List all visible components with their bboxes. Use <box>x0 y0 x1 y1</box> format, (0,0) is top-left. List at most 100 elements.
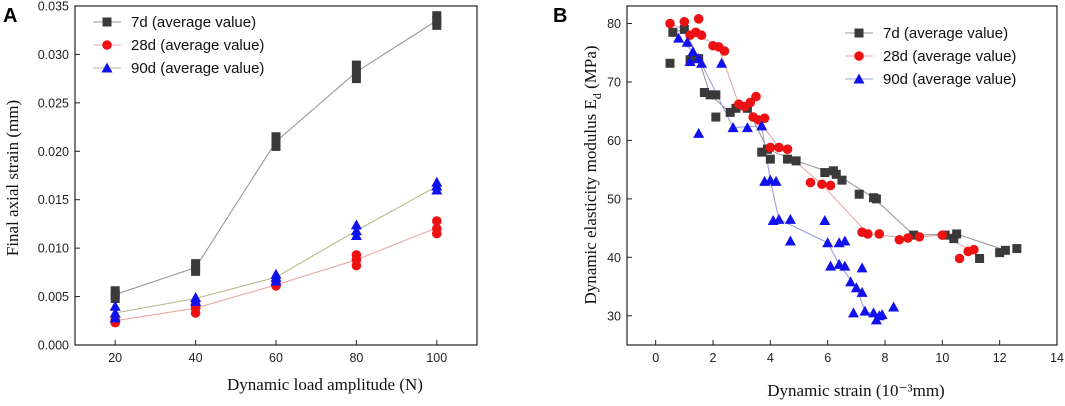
data-point-7d <box>1000 245 1010 255</box>
data-point-90d <box>741 122 753 133</box>
panel-a-chart: A 20 40 60 80 100 0.000 0.005 0.010 0.015 0.020 0.… <box>3 0 478 394</box>
panel-b-y-axis-title-subscript: d <box>590 93 604 99</box>
data-point-90d <box>784 213 796 224</box>
data-point-90d <box>856 262 868 273</box>
y-tick-label: 40 <box>607 251 621 265</box>
data-point-7d <box>432 16 442 26</box>
data-point-7d <box>711 90 721 100</box>
data-point-28d <box>759 113 770 124</box>
x-tick-label: 40 <box>189 351 203 365</box>
data-point-28d <box>863 229 873 239</box>
x-tick-label: 100 <box>426 351 447 365</box>
legend-label: 7d (average value) <box>883 25 1008 42</box>
data-point-90d <box>681 36 693 47</box>
panel-b-chart: B 0 2 4 6 8 10 12 14 30 40 50 60 70 80 Dynamic strain… <box>553 5 1064 400</box>
data-point-90d <box>770 175 782 186</box>
data-point-7d <box>110 286 120 296</box>
data-point-7d <box>871 194 881 204</box>
data-point-28d <box>805 177 816 188</box>
panel-b-legend: 7d (average value) 28d (average value) 90d… <box>845 25 1016 88</box>
data-point-28d <box>817 179 827 190</box>
y-tick-label: 50 <box>607 192 621 206</box>
data-point-90d <box>431 176 443 187</box>
legend-marker <box>102 40 112 50</box>
data-point-28d <box>432 216 442 226</box>
data-point-28d <box>693 14 704 24</box>
data-point-28d <box>903 233 913 243</box>
data-point-90d <box>856 286 868 297</box>
x-tick-label: 12 <box>993 351 1007 365</box>
panel-a-label: A <box>3 5 17 27</box>
panel-a-axes: 20 40 60 80 100 0.000 0.005 0.010 0.015 0.020 0.02… <box>38 0 478 365</box>
data-point-7d <box>765 154 775 164</box>
data-point-28d <box>937 230 948 240</box>
data-point-28d <box>774 142 784 153</box>
data-point-7d <box>432 11 442 21</box>
data-point-7d <box>665 58 675 68</box>
x-tick-label: 20 <box>108 351 122 365</box>
legend-label: 90d (average value) <box>883 71 1016 88</box>
data-point-90d <box>888 301 900 312</box>
data-point-7d <box>757 147 767 157</box>
legend-marker <box>101 62 113 73</box>
data-point-90d <box>684 56 696 67</box>
data-point-7d <box>271 132 281 142</box>
data-point-90d <box>825 260 837 271</box>
legend-marker <box>102 17 112 27</box>
panel-b-y-axis-title-unit: (MPa) <box>581 45 600 93</box>
data-point-90d <box>350 219 362 230</box>
data-point-7d <box>668 27 678 37</box>
data-point-90d <box>693 127 705 138</box>
legend-marker <box>854 28 864 38</box>
panel-b-label: B <box>553 5 567 27</box>
data-point-7d <box>854 189 864 199</box>
data-point-90d <box>109 307 121 318</box>
data-point-7d <box>191 259 201 269</box>
y-tick-label: 0.025 <box>38 96 69 110</box>
y-tick-label: 0.035 <box>38 0 69 14</box>
legend-label: 28d (average value) <box>883 48 1016 65</box>
x-tick-label: 0 <box>652 351 659 365</box>
x-tick-label: 8 <box>882 351 889 365</box>
data-point-90d <box>859 305 871 316</box>
y-tick-label: 0.005 <box>38 290 69 304</box>
data-point-90d <box>784 235 796 246</box>
data-point-7d <box>725 107 735 117</box>
y-tick-label: 0.015 <box>38 193 69 207</box>
series-line-90d <box>115 185 438 314</box>
data-point-90d <box>190 292 202 303</box>
data-point-28d <box>874 229 885 239</box>
legend-marker <box>853 73 865 84</box>
panel-b-x-axis-title: Dynamic strain (10⁻³mm) <box>767 381 944 400</box>
y-tick-label: 60 <box>607 134 621 148</box>
y-tick-label: 70 <box>607 75 621 89</box>
data-point-28d <box>954 253 965 264</box>
x-tick-label: 6 <box>824 351 831 365</box>
data-point-7d <box>705 90 715 100</box>
data-point-7d <box>975 253 985 263</box>
data-point-90d <box>727 122 739 133</box>
data-point-7d <box>271 141 281 151</box>
y-tick-label: 0.030 <box>38 48 69 62</box>
data-point-28d <box>825 180 836 191</box>
data-point-7d <box>711 112 721 122</box>
data-point-90d <box>696 57 708 68</box>
data-point-28d <box>351 250 362 260</box>
data-point-28d <box>719 46 730 56</box>
data-point-90d <box>847 307 859 318</box>
legend-label: 28d (average value) <box>131 37 264 54</box>
y-tick-label: 0.000 <box>38 339 69 353</box>
data-point-7d <box>831 169 841 179</box>
data-point-7d <box>837 175 847 185</box>
panel-a-legend: 7d (average value) 28d (average value) 90d… <box>93 14 264 77</box>
data-point-7d <box>1012 244 1022 254</box>
data-point-28d <box>969 244 979 255</box>
a-plot-frame <box>74 5 478 346</box>
data-point-28d <box>751 91 761 102</box>
data-point-28d <box>665 18 675 29</box>
data-point-28d <box>432 223 442 234</box>
y-tick-label: 30 <box>607 309 621 323</box>
data-point-7d <box>791 156 801 166</box>
data-point-90d <box>822 237 834 248</box>
